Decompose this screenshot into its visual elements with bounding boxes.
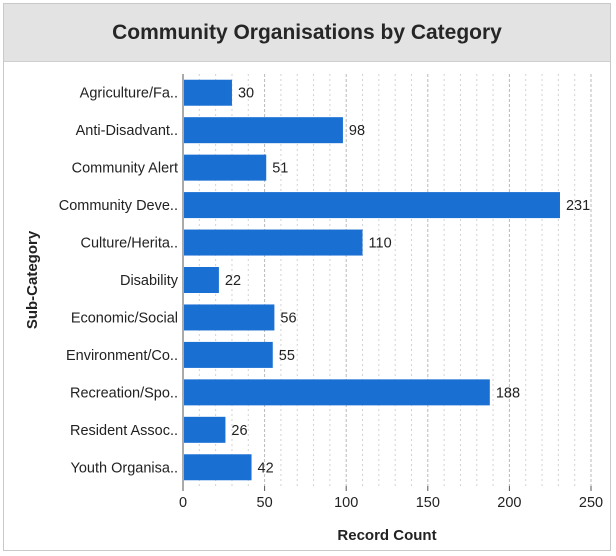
- labels: 30 Agriculture/Fa.. 98 Anti-Disadvant.. 51 Co…: [59, 86, 603, 511]
- category-label: Recreation/Spo..: [70, 385, 178, 401]
- category-label: Community Alert: [72, 161, 178, 177]
- category-label: Culture/Herita..: [80, 236, 178, 252]
- bar-value-label: 56: [280, 310, 296, 326]
- y-axis-title: Sub-Category: [24, 230, 41, 329]
- bar: [184, 192, 560, 219]
- bar-value-label: 22: [225, 273, 241, 289]
- bar: [184, 341, 273, 368]
- category-label: Disability: [120, 273, 179, 289]
- x-tick-label: 150: [416, 495, 440, 511]
- x-tick-label: 100: [334, 495, 358, 511]
- category-label: Resident Assoc..: [70, 423, 178, 439]
- bar: [184, 79, 232, 106]
- bar: [184, 416, 226, 443]
- x-tick-label: 200: [497, 495, 521, 511]
- bar-value-label: 51: [272, 161, 288, 177]
- category-label: Anti-Disadvant..: [76, 123, 178, 139]
- bar-value-label: 26: [231, 423, 247, 439]
- bar-value-label: 30: [238, 86, 254, 102]
- bar-value-label: 188: [496, 385, 520, 401]
- category-label: Youth Organisa..: [71, 460, 178, 476]
- x-tick-label: 0: [179, 495, 187, 511]
- chart-title: Community Organisations by Category: [112, 20, 502, 44]
- x-axis-title: Record Count: [337, 527, 436, 544]
- bar-value-label: 231: [566, 198, 590, 214]
- category-label: Community Deve..: [59, 198, 178, 214]
- bar: [184, 267, 219, 293]
- bar: [184, 229, 363, 256]
- bar: [184, 379, 490, 406]
- x-tick-label: 50: [257, 495, 273, 511]
- category-label: Environment/Co..: [66, 348, 178, 364]
- bar: [184, 454, 252, 481]
- bar: [184, 117, 343, 144]
- bar: [184, 304, 275, 331]
- x-tick-label: 250: [579, 495, 603, 511]
- bar-value-label: 42: [258, 460, 274, 476]
- bar-value-label: 55: [279, 348, 295, 364]
- bar-value-label: 98: [349, 123, 365, 139]
- bars: [184, 79, 560, 481]
- bar-value-label: 110: [369, 236, 392, 252]
- bar: [184, 154, 267, 181]
- category-label: Agriculture/Fa..: [80, 86, 178, 102]
- category-label: Economic/Social: [71, 310, 178, 326]
- chart-title-bar: Community Organisations by Category: [4, 4, 610, 62]
